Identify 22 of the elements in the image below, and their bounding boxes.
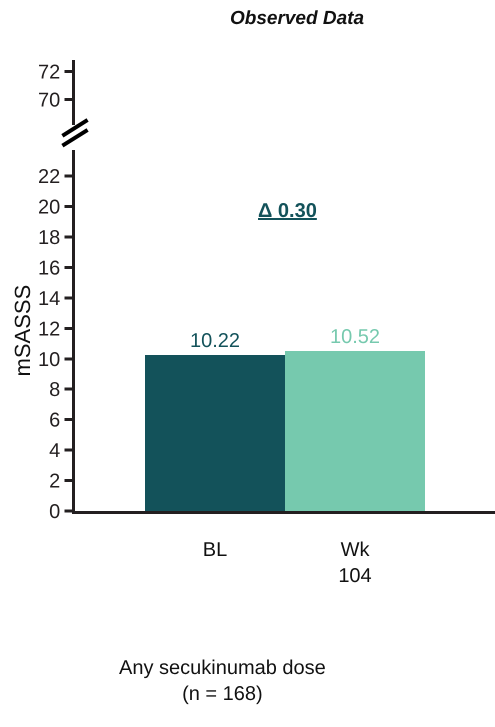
- y-tick-label: 2: [49, 470, 60, 493]
- text: Any secukinumab dose (n = 168): [119, 657, 326, 705]
- y-tick-label: 10: [38, 348, 60, 371]
- x-tick-label: Wk 104: [338, 538, 372, 587]
- y-tick-label: 18: [38, 226, 60, 249]
- x-tick-label: BL: [202, 538, 228, 561]
- data-label: 10.52: [330, 326, 380, 348]
- data-label: 10.22: [190, 330, 240, 352]
- y-tick-label: 16: [38, 257, 60, 280]
- y-tick-label: 14: [38, 288, 60, 310]
- text: Observed Data: [230, 8, 364, 30]
- y-tick-label: 8: [49, 379, 60, 402]
- annotation: Δ 0.30: [258, 200, 317, 222]
- y-tick-label: 22: [38, 166, 60, 188]
- text: 70: [38, 90, 60, 112]
- y-tick-label: 20: [38, 196, 60, 219]
- y-tick-label: 12: [38, 318, 60, 340]
- text: 72: [38, 61, 60, 84]
- y-tick-label: 4: [49, 440, 60, 462]
- y-tick-label: 6: [49, 410, 60, 432]
- y-tick-label: 0: [49, 501, 60, 523]
- y-axis-title: mSASSS: [10, 284, 35, 376]
